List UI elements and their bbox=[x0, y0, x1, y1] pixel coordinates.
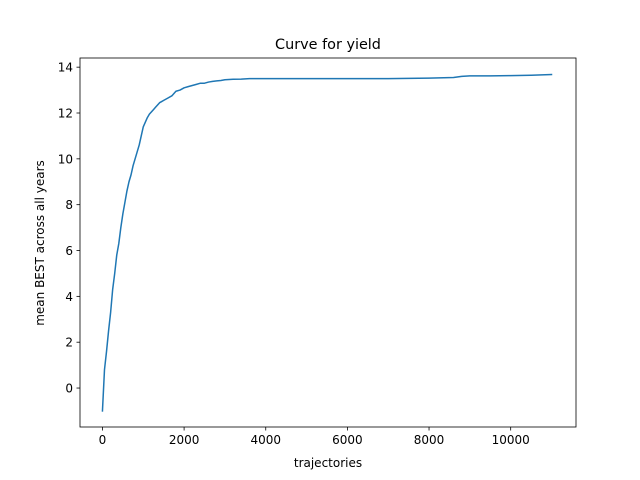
series-line-0 bbox=[101, 73, 553, 412]
plot-area: 0 2000 4000 6000 8000 10000 0 2 4 6 8 10 12 14 bbox=[58, 57, 577, 447]
y-tick-label: 10 bbox=[58, 152, 73, 166]
y-tick-label: 12 bbox=[58, 107, 73, 121]
x-tick-label: 8000 bbox=[414, 433, 445, 447]
axes-frame bbox=[79, 57, 577, 428]
y-tick-label: 6 bbox=[65, 244, 73, 258]
x-tick-label: 2000 bbox=[169, 433, 200, 447]
y-tick-label: 4 bbox=[65, 290, 73, 304]
x-tick-label: 4000 bbox=[250, 433, 281, 447]
y-tick-label: 2 bbox=[65, 336, 73, 350]
chart-title: Curve for yield bbox=[275, 37, 381, 53]
y-tick-label: 8 bbox=[65, 198, 73, 212]
x-tick-label: 0 bbox=[99, 433, 107, 447]
y-tick-label: 14 bbox=[58, 61, 73, 75]
y-axis-label: mean BEST across all years bbox=[33, 160, 47, 326]
x-tick-label: 10000 bbox=[492, 433, 530, 447]
x-axis-label: trajectories bbox=[294, 456, 362, 470]
y-tick-label: 0 bbox=[65, 382, 73, 396]
x-tick-label: 6000 bbox=[332, 433, 363, 447]
